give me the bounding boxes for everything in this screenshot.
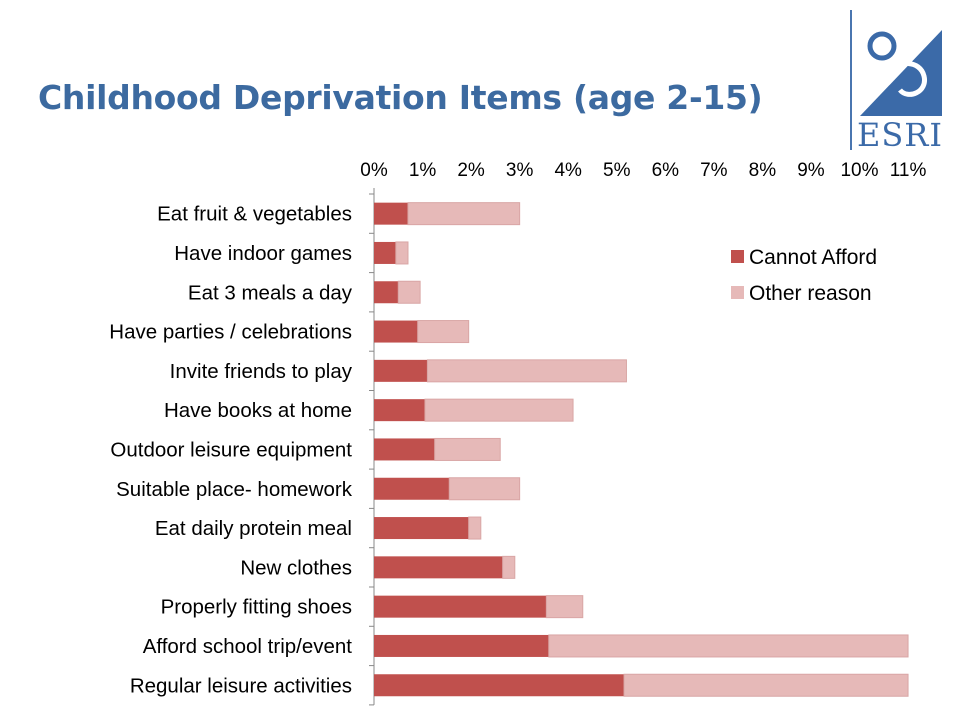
legend-label: Cannot Afford — [749, 246, 877, 269]
logo-triangle — [860, 30, 942, 116]
bar-cannot-afford — [374, 438, 435, 461]
legend-swatch — [731, 286, 744, 299]
logo-circle-outline — [867, 31, 897, 61]
bar-other-reason — [424, 398, 574, 422]
category-label: Have books at home — [164, 399, 352, 422]
bar-other-reason — [426, 359, 627, 383]
x-tick-label: 4% — [554, 160, 582, 181]
category-label: Regular leisure activities — [130, 674, 352, 697]
category-label: Eat 3 meals a day — [188, 281, 353, 304]
bar-other-reason — [434, 437, 501, 461]
x-tick-label: 0% — [360, 160, 388, 181]
bar-cannot-afford — [374, 477, 450, 500]
category-label: Suitable place- homework — [116, 478, 353, 501]
x-tick-label: 6% — [652, 160, 680, 181]
bar-other-reason — [502, 555, 516, 579]
bar-other-reason — [407, 202, 521, 226]
bar-cannot-afford — [374, 281, 399, 304]
category-label: Eat daily protein meal — [155, 517, 352, 540]
legend-swatch — [731, 250, 744, 263]
category-label: Properly fitting shoes — [161, 596, 352, 619]
category-label: Afford school trip/event — [143, 635, 353, 658]
logo-circle-fill — [873, 40, 887, 54]
bar-other-reason — [417, 320, 470, 344]
slide-title: Childhood Deprivation Items (age 2-15) — [38, 78, 763, 117]
category-label: Eat fruit & vegetables — [157, 203, 352, 226]
logo-divider — [850, 10, 852, 150]
bar-cannot-afford — [374, 634, 549, 657]
x-tick-label: 5% — [603, 160, 631, 181]
bar-other-reason — [548, 634, 909, 658]
bar-cannot-afford — [374, 320, 418, 343]
bar-cannot-afford — [374, 399, 425, 422]
bar-other-reason — [468, 516, 482, 540]
esri-logo: ESRI — [858, 30, 942, 150]
bar-cannot-afford — [374, 556, 503, 579]
x-tick-label: 10% — [840, 160, 878, 181]
x-tick-label: 2% — [457, 160, 485, 181]
x-tick-label: 11% — [890, 160, 927, 181]
logo-swirl — [886, 61, 927, 97]
x-tick-label: 8% — [749, 160, 777, 181]
category-label: New clothes — [240, 556, 352, 579]
bar-cannot-afford — [374, 359, 428, 382]
bar-other-reason — [623, 673, 909, 697]
bar-other-reason — [448, 477, 521, 501]
category-label: Have parties / celebrations — [109, 321, 352, 344]
legend-label: Other reason — [749, 282, 872, 305]
bar-cannot-afford — [374, 595, 547, 618]
bar-cannot-afford — [374, 202, 408, 225]
category-label: Outdoor leisure equipment — [110, 438, 352, 461]
x-tick-label: 3% — [506, 160, 534, 181]
bar-other-reason — [545, 595, 584, 619]
x-tick-label: 9% — [797, 160, 825, 181]
bar-cannot-afford — [374, 674, 625, 697]
bar-other-reason — [397, 280, 421, 304]
x-tick-label: 7% — [700, 160, 728, 181]
category-label: Invite friends to play — [170, 360, 353, 383]
bar-other-reason — [395, 241, 409, 265]
bar-cannot-afford — [374, 517, 469, 540]
logo-text: ESRI — [858, 116, 942, 150]
category-label: Have indoor games — [174, 242, 352, 265]
bar-cannot-afford — [374, 241, 396, 264]
x-tick-label: 1% — [409, 160, 437, 181]
